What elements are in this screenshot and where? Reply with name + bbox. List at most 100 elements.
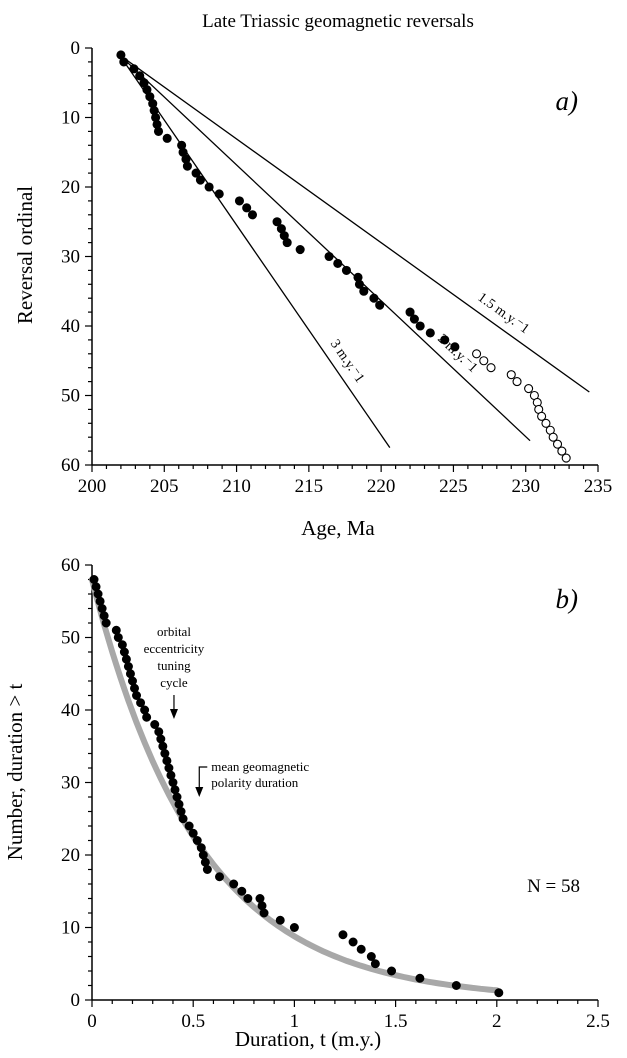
duration-point (275, 915, 285, 925)
panel-b-y-tick-label: 30 (61, 773, 80, 794)
reversal-point-open (561, 453, 571, 463)
reversal-point-open (472, 349, 482, 359)
panel-b-y-tick-label: 60 (61, 555, 80, 576)
duration-point (192, 836, 202, 845)
duration-point (162, 756, 172, 766)
sample-size-label: N = 58 (527, 876, 580, 897)
reversal-point (354, 279, 365, 289)
reversal-point (369, 293, 379, 303)
reversal-point (409, 314, 419, 324)
panel-a-y-axis-title: Reversal ordinal (13, 186, 37, 324)
panel-a-x-tick-label: 205 (150, 476, 179, 497)
duration-point (178, 814, 188, 824)
reversal-point-open (541, 418, 551, 428)
duration-point (93, 589, 103, 599)
reversal-point (450, 342, 460, 352)
panel-a: a) Age, Ma Reversal ordinal 0 10 20 30 40 50 6… (13, 38, 612, 540)
reversal-point-open (557, 446, 567, 456)
panel-b-x-tick-label: 0.5 (181, 1011, 205, 1032)
panel-a-y-tick-label: 10 (61, 108, 80, 129)
panel-b: b) Duration, t (m.y.) Number, duration >… (3, 555, 610, 1051)
figure-title: Late Triassic geomagnetic reversals (202, 11, 474, 32)
reversal-point (425, 328, 435, 338)
duration-point (168, 778, 178, 787)
panel-b-x-tick-label: 2 (492, 1011, 502, 1032)
duration-point (101, 618, 111, 628)
reversal-point (415, 321, 425, 331)
reversal-point (204, 182, 214, 192)
duration-point (451, 981, 461, 990)
duration-point (154, 727, 164, 737)
panel-a-x-tick-label: 220 (367, 476, 396, 497)
panel-a-y-tick-label: 40 (61, 316, 80, 337)
duration-point (119, 647, 129, 657)
panel-a-y-tick-label: 20 (61, 177, 80, 198)
panel-b-y-axis-title: Number, duration > t (3, 684, 27, 861)
duration-point (113, 633, 123, 642)
duration-point (142, 712, 152, 722)
duration-point (95, 596, 105, 606)
reversal-point (440, 335, 450, 345)
reversal-point (234, 196, 245, 206)
duration-point (125, 669, 135, 679)
panel-b-x-tick-label: 1 (290, 1011, 300, 1032)
duration-point (158, 741, 168, 751)
panel-b-x-tick-label: 1.5 (384, 1011, 408, 1032)
panel-b-y-tick-label: 50 (61, 628, 80, 649)
duration-point (156, 734, 166, 744)
annotation-text: polarity duration (211, 775, 299, 790)
duration-point (184, 821, 194, 831)
panel-a-x-axis-title: Age, Ma (301, 516, 375, 540)
duration-point (130, 683, 140, 693)
annotation-text: cycle (160, 675, 188, 690)
duration-point (160, 749, 170, 758)
panel-a-y-tick-label: 60 (61, 455, 80, 476)
rate-line-label: 3 m.y.⁻1 (327, 337, 367, 386)
duration-point (166, 770, 176, 780)
panel-a-x-tick-label: 215 (295, 476, 324, 497)
duration-point (97, 604, 107, 613)
reversal-point (295, 245, 305, 255)
duration-point (176, 807, 186, 816)
duration-point (136, 698, 146, 708)
duration-point (202, 865, 212, 874)
reversal-point (324, 251, 334, 262)
duration-point (121, 654, 131, 664)
duration-point (237, 886, 247, 896)
reversal-point (333, 258, 343, 269)
panel-a-y-tick-label: 0 (71, 38, 81, 59)
duration-point (164, 763, 174, 773)
rate-line (118, 54, 391, 448)
annotation-text: mean geomagnetic (211, 759, 309, 774)
panel-b-y-tick-label: 0 (71, 990, 81, 1011)
duration-point (215, 872, 225, 882)
panel-a-x-tick-label: 235 (584, 476, 613, 497)
duration-point (200, 857, 210, 867)
reversal-point-open (552, 439, 563, 449)
duration-point (243, 894, 253, 903)
panel-a-y-tick-label: 30 (61, 247, 80, 268)
reversal-point (282, 238, 292, 248)
reversal-point (135, 71, 145, 81)
reversal-point (375, 300, 385, 310)
reversal-point (405, 307, 415, 317)
annotation-arrow (198, 766, 208, 793)
reversal-point-open (524, 383, 534, 394)
reversal-point (247, 210, 258, 220)
reversal-point (191, 168, 201, 178)
rate-line (119, 54, 531, 442)
panel-b-x-axis-title: Duration, t (m.y.) (235, 1027, 381, 1051)
duration-point (196, 843, 206, 853)
reversal-point-open (512, 377, 522, 387)
duration-point (229, 879, 239, 889)
annotation-arrowhead (195, 787, 204, 797)
panel-a-x-tick-label: 230 (511, 476, 540, 497)
panel-a-label: a) (556, 86, 579, 116)
reversal-point (119, 57, 129, 67)
duration-point (132, 691, 142, 700)
reversal-point (341, 265, 351, 275)
panel-b-label: b) (556, 584, 579, 614)
duration-point (356, 944, 366, 954)
reversal-point-open (486, 363, 496, 373)
